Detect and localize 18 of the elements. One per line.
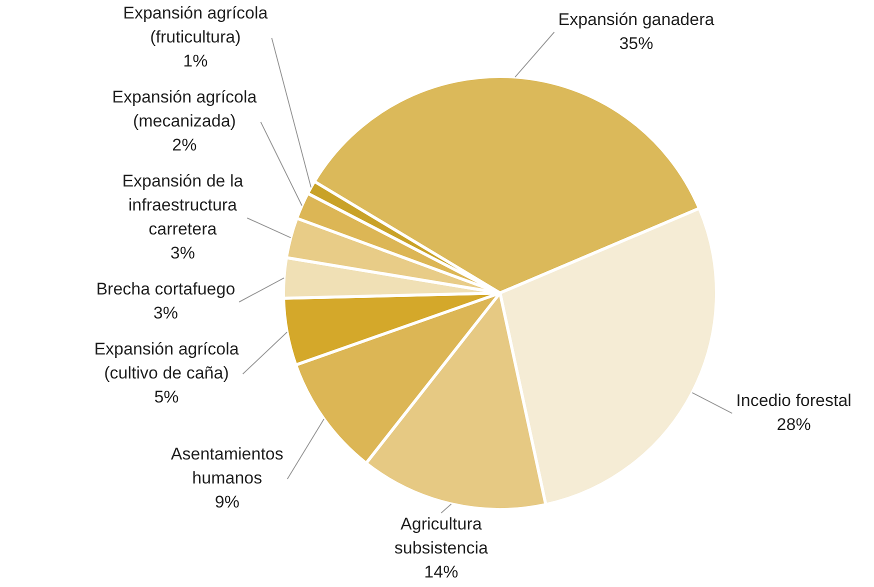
data-label: 3%	[170, 244, 195, 263]
slice-label: Expansión de la infraestructura carretera	[122, 172, 244, 239]
slice-label: Expansión agrícola (fruticultura)	[123, 4, 268, 47]
slice-label: Agricultura subsistencia	[394, 514, 488, 558]
data-label: 14%	[424, 562, 458, 582]
slice-label: Brecha cortafuego	[96, 280, 236, 299]
data-label: 3%	[153, 304, 178, 323]
data-label: 1%	[183, 52, 208, 71]
data-label: 35%	[619, 34, 654, 53]
data-label: 5%	[154, 388, 179, 407]
data-label: 2%	[172, 136, 197, 155]
slice-label: Expansión agrícola (cultivo de caña)	[94, 340, 240, 383]
slice-label: Asentamientos humanos	[170, 444, 284, 488]
data-label: 9%	[214, 492, 240, 512]
slice-label: Incedio forestal	[736, 391, 852, 410]
slice-label: Expansión ganadera	[558, 10, 715, 29]
slice-label: Expansión agrícola (mecanizada)	[112, 88, 258, 131]
data-label: 28%	[776, 415, 811, 434]
